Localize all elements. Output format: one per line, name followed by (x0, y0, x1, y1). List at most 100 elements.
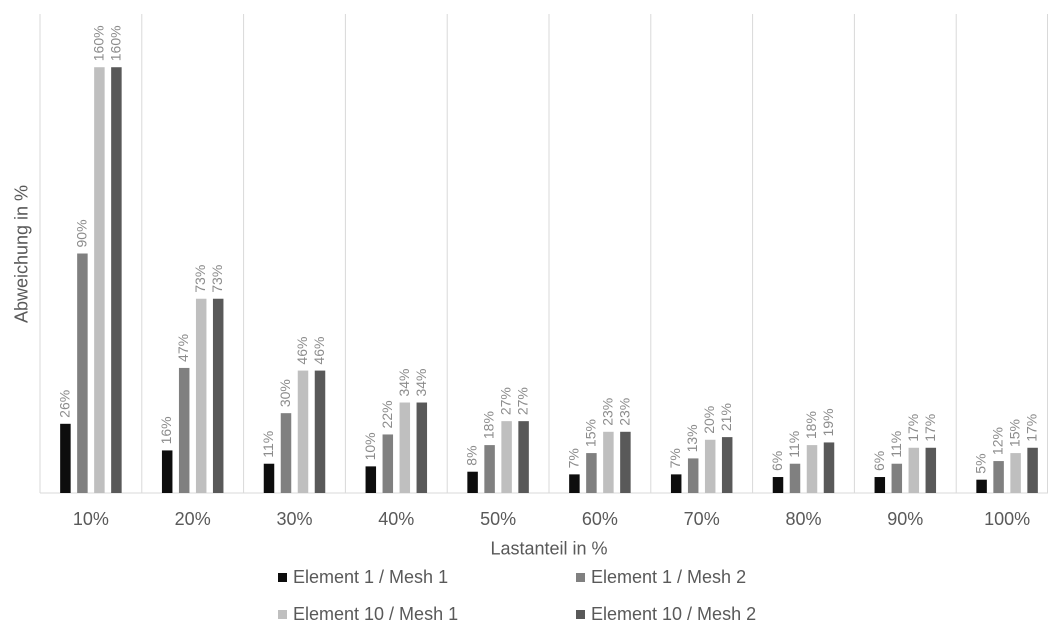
bar (314, 370, 326, 493)
data-label: 23% (599, 398, 615, 426)
data-label: 6% (769, 451, 785, 471)
x-tick-label: 20% (175, 509, 211, 529)
x-tick-label: 70% (684, 509, 720, 529)
legend-label: Element 1 / Mesh 1 (293, 567, 449, 587)
bar (501, 421, 512, 493)
bar (670, 474, 682, 493)
x-tick-label: 50% (480, 509, 516, 529)
bar (94, 67, 105, 493)
data-label: 10% (362, 432, 378, 460)
data-label: 7% (667, 448, 683, 468)
data-label: 11% (260, 431, 276, 458)
bar (416, 402, 428, 493)
bar (993, 461, 1004, 493)
bar (77, 253, 88, 493)
bar (874, 477, 886, 493)
bar (111, 67, 122, 493)
data-label: 34% (396, 368, 412, 396)
data-label: 23% (616, 398, 632, 426)
data-label: 12% (990, 427, 1006, 455)
data-label: 11% (888, 431, 904, 458)
bar (178, 367, 190, 493)
bar (382, 434, 394, 493)
bar (704, 439, 716, 493)
data-label: 47% (175, 334, 191, 362)
legend-label: Element 1 / Mesh 2 (591, 567, 747, 587)
bar (195, 298, 207, 493)
bar (365, 466, 377, 493)
x-axis-title: Lastanteil in % (490, 538, 608, 559)
data-label: 11% (786, 431, 802, 458)
data-label: 34% (413, 368, 429, 396)
data-label: 160% (90, 25, 106, 61)
data-label: 27% (515, 387, 531, 415)
bar (721, 437, 733, 493)
x-tick-label: 60% (582, 509, 618, 529)
bar (806, 445, 818, 493)
bar (925, 447, 937, 493)
legend-swatch (576, 573, 585, 582)
x-tick-label: 40% (378, 509, 414, 529)
bar (908, 447, 920, 493)
bar (1027, 447, 1038, 493)
data-label: 15% (582, 419, 598, 447)
data-label: 13% (684, 424, 700, 452)
bar (976, 479, 987, 493)
data-label: 73% (209, 265, 225, 293)
y-axis-title: Abweichung in % (11, 184, 32, 324)
bar (891, 463, 903, 493)
data-label: 15% (1007, 419, 1023, 447)
data-label: 90% (73, 219, 89, 247)
data-label: 6% (871, 451, 887, 471)
data-label: 19% (820, 408, 836, 436)
bar (161, 450, 173, 493)
bar (1010, 453, 1021, 493)
bar (586, 453, 597, 493)
data-label: 160% (107, 25, 123, 61)
data-label: 7% (565, 448, 581, 468)
legend-swatch (576, 610, 585, 619)
bar (60, 423, 71, 493)
data-label: 22% (379, 400, 395, 428)
x-tick-label: 10% (73, 509, 109, 529)
bar (620, 431, 631, 493)
bar (297, 370, 309, 493)
legend-swatch (278, 610, 287, 619)
data-label: 27% (498, 387, 514, 415)
bar (569, 474, 580, 493)
bar (263, 463, 275, 493)
data-label: 17% (922, 414, 938, 442)
data-label: 18% (803, 411, 819, 439)
legend-label: Element 10 / Mesh 2 (591, 604, 757, 624)
x-tick-label: 90% (887, 509, 923, 529)
bar (399, 402, 411, 493)
bar (687, 458, 699, 493)
bar (823, 442, 835, 493)
x-tick-label: 80% (785, 509, 821, 529)
data-label: 17% (1024, 414, 1040, 442)
data-label: 26% (56, 390, 72, 418)
legend-item-element10-mesh2: Element 10 / Mesh 2 (576, 604, 756, 625)
data-label: 18% (481, 411, 497, 439)
data-label: 8% (464, 445, 480, 465)
data-label: 30% (277, 379, 293, 407)
x-tick-label: 30% (276, 509, 312, 529)
legend-label: Element 10 / Mesh 1 (293, 604, 459, 624)
legend-swatch (278, 573, 287, 582)
bar (212, 298, 224, 493)
bar (518, 421, 529, 493)
data-label: 46% (311, 337, 327, 365)
data-label: 73% (192, 265, 208, 293)
data-label: 20% (701, 406, 717, 434)
legend-item-element1-mesh1: Element 1 / Mesh 1 (278, 567, 448, 588)
data-label: 21% (718, 403, 734, 431)
bar (484, 445, 495, 493)
bar (280, 413, 292, 493)
x-tick-label: 100% (984, 509, 1030, 529)
bar (603, 431, 614, 493)
bar (789, 463, 801, 493)
data-label: 5% (973, 453, 989, 473)
legend-item-element10-mesh1: Element 10 / Mesh 1 (278, 604, 458, 625)
bar (772, 477, 784, 493)
